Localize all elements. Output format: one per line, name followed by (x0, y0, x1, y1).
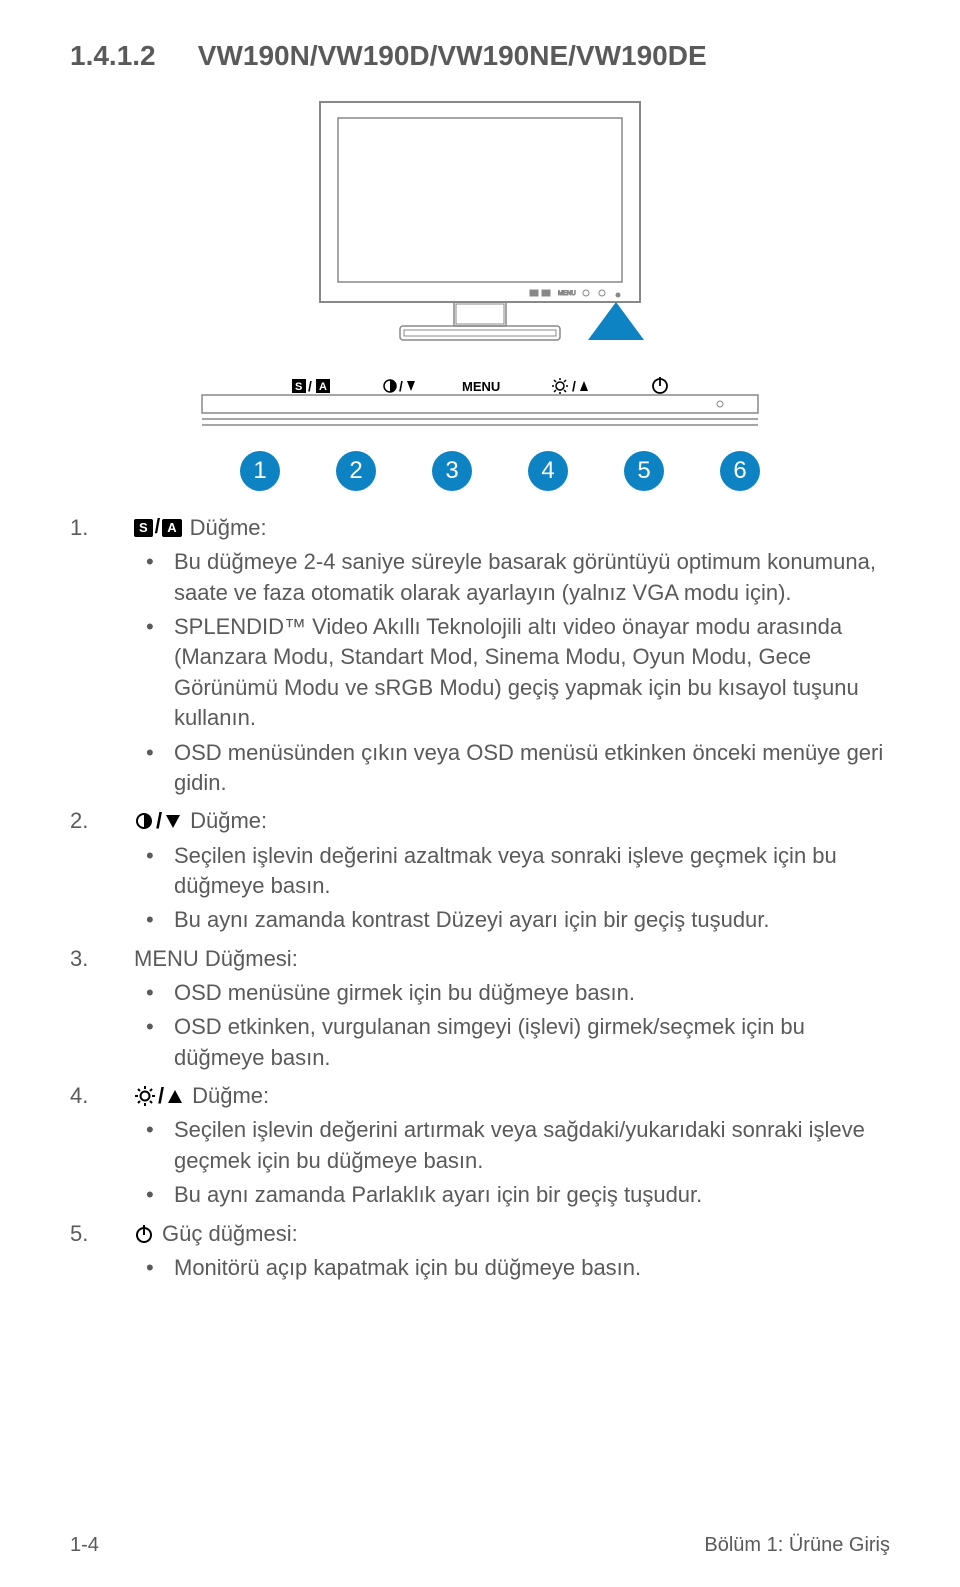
item-3-sub-2: OSD etkinken, vurgulanan simgeyi (işlevi… (134, 1012, 890, 1073)
item-2: / Düğme: Seçilen işlevin değerini azaltm… (70, 806, 890, 935)
item-3-head: MENU Düğmesi: (134, 944, 890, 974)
heading-title: VW190N/VW190D/VW190NE/VW190DE (198, 40, 707, 71)
svg-text:/: / (308, 378, 312, 394)
item-1-sub-2: SPLENDID™ Video Akıllı Teknolojili altı … (134, 612, 890, 733)
callout-2: 2 (336, 451, 376, 491)
monitor-figure: MENU (70, 92, 890, 367)
brightness-up-icon: / (134, 1081, 184, 1111)
item-5-head: Güç düğmesi: (134, 1219, 890, 1249)
section-heading: 1.4.1.2 VW190N/VW190D/VW190NE/VW190DE (70, 40, 890, 72)
item-2-label: Düğme: (190, 806, 267, 836)
callout-4: 4 (528, 451, 568, 491)
panel-detail-svg: S / A / MENU / (200, 377, 760, 433)
item-2-sub-1: Seçilen işlevin değerini azaltmak veya s… (134, 841, 890, 902)
item-1-sub-1: Bu düğmeye 2-4 saniye süreyle basarak gö… (134, 547, 890, 608)
sa-icon: S / A (134, 514, 182, 542)
item-3: MENU Düğmesi: OSD menüsüne girmek için b… (70, 944, 890, 1073)
item-4: / Düğme: Seçilen işlevin değerini artırm… (70, 1081, 890, 1210)
slash-icon: / (155, 514, 161, 542)
item-5: Güç düğmesi: Monitörü açıp kapatmak için… (70, 1219, 890, 1284)
item-4-sub-1: Seçilen işlevin değerini artırmak veya s… (134, 1115, 890, 1176)
item-2-subs: Seçilen işlevin değerini azaltmak veya s… (134, 841, 890, 936)
heading-number: 1.4.1.2 (70, 40, 190, 72)
item-3-subs: OSD menüsüne girmek için bu düğmeye bası… (134, 978, 890, 1073)
item-4-subs: Seçilen işlevin değerini artırmak veya s… (134, 1115, 890, 1210)
sa-a-box: A (162, 519, 181, 537)
item-2-head: / Düğme: (134, 806, 890, 836)
contrast-down-icon: / (134, 806, 182, 836)
item-5-sub-1: Monitörü açıp kapatmak için bu düğmeye b… (134, 1253, 890, 1283)
sa-s-box: S (134, 519, 153, 537)
svg-text:A: A (319, 381, 327, 393)
power-icon (134, 1224, 154, 1244)
item-1-sub-3: OSD menüsünden çıkın veya OSD menüsü etk… (134, 738, 890, 799)
item-3-sub-1: OSD menüsüne girmek için bu düğmeye bası… (134, 978, 890, 1008)
item-4-sub-2: Bu aynı zamanda Parlaklık ayarı için bir… (134, 1180, 890, 1210)
monitor-illustration-svg: MENU (290, 92, 670, 362)
item-1-head: S / A Düğme: (134, 513, 890, 543)
footer-chapter: Bölüm 1: Ürüne Giriş (704, 1534, 890, 1557)
footer-page-number: 1-4 (70, 1534, 99, 1557)
callout-5: 5 (624, 451, 664, 491)
svg-text:S: S (295, 381, 302, 393)
item-1-subs: Bu düğmeye 2-4 saniye süreyle basarak gö… (134, 547, 890, 798)
panel-detail: S / A / MENU / (70, 377, 890, 433)
item-1-label: Düğme: (190, 513, 267, 543)
svg-text:/: / (572, 378, 576, 394)
page-footer: 1-4 Bölüm 1: Ürüne Giriş (70, 1534, 890, 1557)
item-3-label: MENU Düğmesi: (134, 944, 298, 974)
callout-1: 1 (240, 451, 280, 491)
item-5-subs: Monitörü açıp kapatmak için bu düğmeye b… (134, 1253, 890, 1283)
callout-row: 1 2 3 4 5 6 (200, 451, 760, 491)
item-5-label: Güç düğmesi: (162, 1219, 298, 1249)
item-4-label: Düğme: (192, 1081, 269, 1111)
callout-6: 6 (720, 451, 760, 491)
item-1: S / A Düğme: Bu düğmeye 2-4 saniye sürey… (70, 513, 890, 798)
svg-text:MENU: MENU (462, 379, 500, 394)
svg-text:/: / (399, 378, 403, 394)
button-description-list: S / A Düğme: Bu düğmeye 2-4 saniye sürey… (70, 513, 890, 1283)
item-2-sub-2: Bu aynı zamanda kontrast Düzeyi ayarı iç… (134, 905, 890, 935)
svg-text:MENU: MENU (558, 291, 576, 297)
item-4-head: / Düğme: (134, 1081, 890, 1111)
callout-3: 3 (432, 451, 472, 491)
